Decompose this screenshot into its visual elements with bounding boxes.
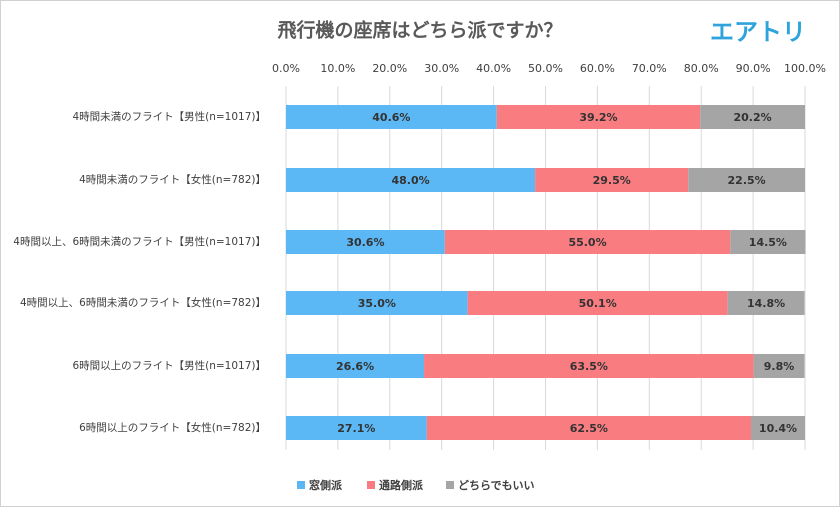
bar-segment [751, 416, 805, 440]
bar-segment [286, 354, 425, 378]
bar-segment [688, 168, 805, 192]
y-tick-label: 4時間未満のフライト【女性(n=782)】 [79, 173, 266, 186]
legend-label: 窓側派 [309, 478, 343, 492]
value-label: 14.5% [749, 236, 787, 249]
logo: エアトリ [710, 18, 806, 46]
value-label: 9.8% [764, 360, 795, 373]
x-tick-label: 70.0% [632, 62, 667, 75]
bar-segment [700, 105, 805, 129]
bar-segment [730, 230, 806, 254]
value-label: 22.5% [728, 174, 766, 187]
bar-segment [286, 105, 497, 129]
legend-swatch [297, 481, 305, 489]
x-tick-label: 10.0% [320, 62, 355, 75]
bar-segment [426, 416, 752, 440]
y-tick-label: 6時間以上のフライト【女性(n=782)】 [79, 421, 266, 434]
x-tick-label: 90.0% [736, 62, 771, 75]
legend-label: どちらでもいい [458, 479, 534, 492]
value-label: 35.0% [358, 297, 396, 310]
value-label: 62.5% [570, 422, 608, 435]
bar-segment [496, 105, 701, 129]
value-label: 40.6% [372, 111, 410, 124]
value-label: 26.6% [336, 360, 374, 373]
bar-segment [424, 354, 754, 378]
y-tick-label: 4時間以上、6時間未満のフライト【女性(n=782)】 [20, 296, 266, 309]
value-label: 29.5% [593, 174, 631, 187]
x-tick-label: 40.0% [476, 62, 511, 75]
bar-segment [467, 291, 728, 315]
value-label: 27.1% [337, 422, 375, 435]
x-tick-label: 60.0% [580, 62, 615, 75]
bar-segment [535, 168, 689, 192]
bar-segment [444, 230, 731, 254]
x-tick-label: 0.0% [272, 62, 300, 75]
bar-segment [727, 291, 805, 315]
value-label: 63.5% [570, 360, 608, 373]
bar-segment [753, 354, 805, 378]
chart-title: 飛行機の座席はどちら派ですか？ [277, 19, 562, 42]
legend-swatch [446, 481, 454, 489]
value-label: 55.0% [568, 236, 606, 249]
bar-segment [286, 230, 445, 254]
y-tick-label: 4時間未満のフライト【男性(n=1017)】 [72, 110, 266, 123]
bar-segment [286, 291, 468, 315]
y-tick-label: 4時間以上、6時間未満のフライト【男性(n=1017)】 [13, 235, 266, 248]
value-label: 14.8% [747, 297, 785, 310]
bar-segment [286, 168, 536, 192]
x-tick-label: 50.0% [528, 62, 563, 75]
value-label: 50.1% [579, 297, 617, 310]
bar-segment [286, 416, 427, 440]
value-label: 30.6% [346, 236, 384, 249]
x-tick-label: 80.0% [684, 62, 719, 75]
value-label: 48.0% [391, 174, 429, 187]
x-tick-label: 100.0% [784, 62, 826, 75]
legend-label: 通路側派 [379, 478, 424, 492]
x-tick-label: 20.0% [372, 62, 407, 75]
y-tick-label: 6時間以上のフライト【男性(n=1017)】 [72, 359, 266, 372]
x-tick-label: 30.0% [424, 62, 459, 75]
value-label: 10.4% [759, 422, 797, 435]
value-label: 20.2% [733, 111, 771, 124]
value-label: 39.2% [579, 111, 617, 124]
legend-swatch [367, 481, 375, 489]
